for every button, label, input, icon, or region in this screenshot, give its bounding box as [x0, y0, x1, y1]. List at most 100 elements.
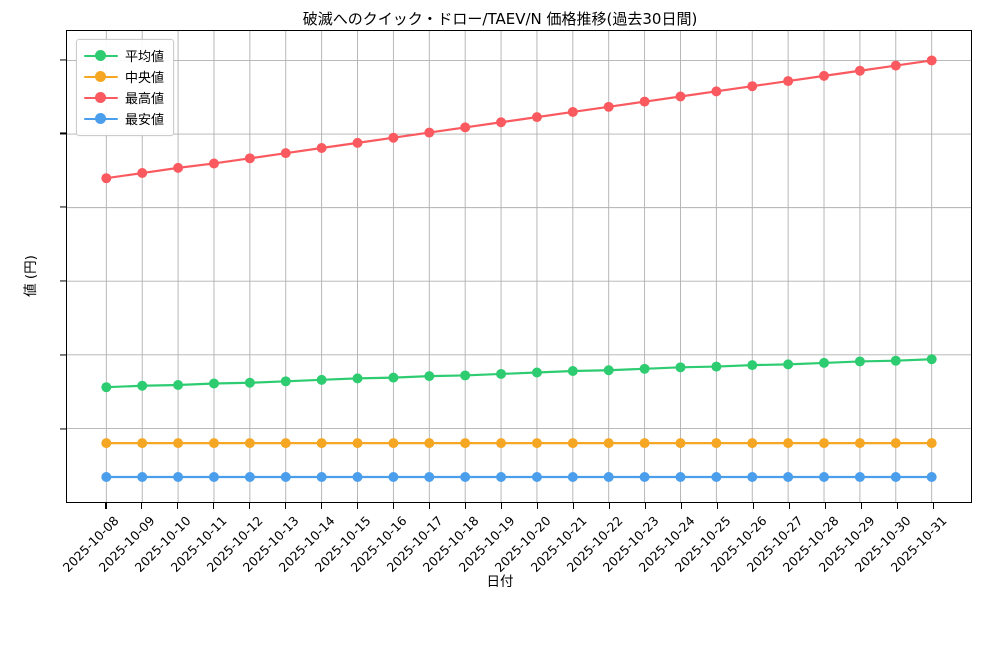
data-point — [316, 374, 327, 385]
data-point — [280, 438, 291, 449]
data-point — [137, 168, 148, 179]
data-point — [819, 70, 830, 81]
data-point — [747, 471, 758, 482]
data-point — [603, 471, 614, 482]
data-point — [388, 471, 399, 482]
x-axis-tick — [860, 503, 862, 509]
x-axis-title: 日付 — [486, 574, 514, 590]
data-point — [208, 378, 219, 389]
data-point — [639, 363, 650, 374]
x-axis-tick — [932, 503, 934, 509]
data-point — [460, 122, 471, 133]
grid-lines — [67, 31, 971, 502]
series-line — [105, 358, 933, 389]
data-point — [388, 438, 399, 449]
legend-item-1[interactable]: 平均値 — [84, 45, 164, 66]
data-point — [316, 471, 327, 482]
data-point — [460, 370, 471, 381]
data-point — [603, 101, 614, 112]
x-axis-tick — [824, 503, 826, 509]
x-axis-tick — [357, 503, 359, 509]
data-point — [424, 127, 435, 138]
x-axis-tick — [285, 503, 287, 509]
data-point — [567, 106, 578, 117]
data-point — [173, 380, 184, 390]
data-point — [854, 438, 865, 449]
plot-area — [66, 30, 972, 503]
data-point — [711, 438, 722, 449]
data-point — [424, 438, 435, 449]
data-point — [208, 158, 219, 169]
data-point — [531, 471, 542, 482]
data-point — [173, 471, 184, 482]
x-axis-tick — [644, 503, 646, 509]
x-axis-tick — [536, 503, 539, 509]
data-point — [388, 132, 399, 143]
x-axis-tick — [501, 503, 503, 509]
data-point — [244, 471, 255, 482]
data-point — [388, 372, 399, 383]
data-point — [890, 438, 901, 449]
data-point — [783, 359, 794, 370]
data-point — [280, 471, 291, 482]
x-axis-tick — [608, 503, 610, 509]
data-point — [675, 438, 686, 449]
data-point — [531, 438, 542, 449]
data-point — [531, 112, 542, 123]
data-point — [208, 438, 219, 449]
data-point — [747, 360, 758, 371]
data-point — [783, 471, 794, 482]
data-point — [819, 357, 830, 368]
x-axis-tick — [716, 503, 718, 509]
x-axis-tick — [752, 503, 754, 509]
x-axis-tick — [393, 503, 395, 509]
data-point — [173, 438, 184, 449]
data-point — [244, 153, 255, 164]
data-point — [639, 471, 650, 482]
legend-label: 平均値 — [125, 50, 165, 65]
data-point — [819, 438, 830, 449]
data-point — [675, 471, 686, 482]
legend-label: 最安値 — [125, 113, 165, 128]
data-point — [244, 377, 255, 388]
series-2 — [101, 438, 937, 449]
data-point — [854, 356, 865, 367]
data-point — [352, 137, 363, 148]
data-point — [531, 367, 542, 378]
data-point — [460, 438, 471, 449]
legend-marker-icon — [84, 49, 118, 63]
x-axis-tick — [105, 503, 107, 509]
data-point — [675, 91, 686, 102]
x-axis-tick — [572, 503, 575, 509]
data-point — [926, 55, 937, 66]
data-point — [926, 471, 937, 482]
series-1 — [101, 354, 937, 393]
data-point — [603, 438, 614, 449]
x-axis-tick — [213, 503, 215, 509]
page-title: 破滅へのクイック・ドロー/TAEV/N 価格推移(過去30日間) — [302, 10, 698, 28]
data-point — [603, 365, 614, 376]
data-point — [496, 368, 507, 379]
data-point — [890, 355, 901, 366]
data-point — [890, 471, 901, 482]
data-point — [496, 471, 507, 482]
data-point — [854, 471, 865, 482]
legend-item-4[interactable]: 最安値 — [84, 108, 164, 129]
data-point — [352, 438, 363, 449]
legend-marker-icon — [84, 70, 118, 84]
data-point — [280, 376, 291, 387]
legend-marker-icon — [84, 91, 118, 105]
data-point — [101, 382, 112, 393]
data-point — [711, 86, 722, 97]
y-axis-tick — [60, 354, 66, 356]
data-point — [101, 471, 112, 482]
legend-item-2[interactable]: 中央値 — [84, 66, 164, 87]
data-point — [496, 117, 507, 128]
legend-item-3[interactable]: 最高値 — [84, 87, 164, 108]
data-point — [783, 76, 794, 87]
legend-label: 最高値 — [125, 92, 165, 107]
data-point — [747, 81, 758, 92]
data-point — [352, 373, 363, 384]
data-point — [137, 471, 148, 482]
y-axis-title: 値 (円) — [23, 255, 39, 297]
